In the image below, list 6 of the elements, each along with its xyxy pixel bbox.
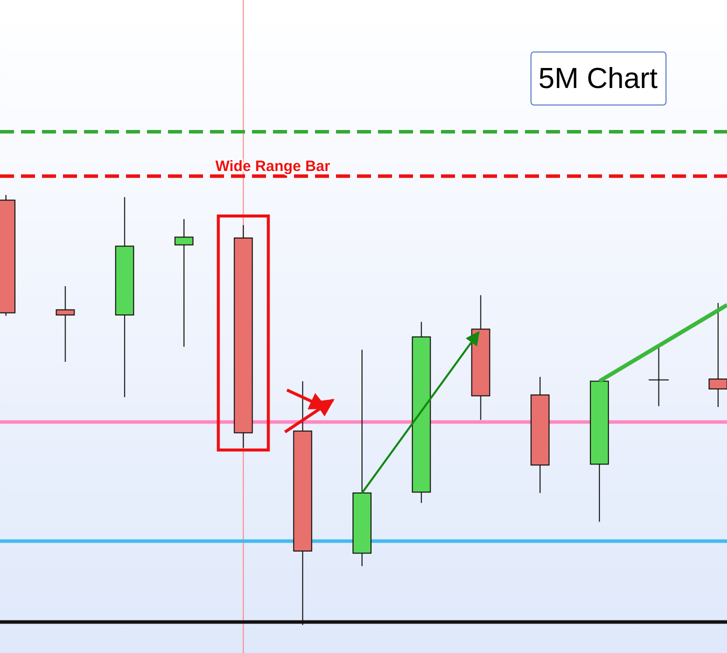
candlestick — [648, 346, 669, 407]
chart-title: 5M Chart — [538, 63, 658, 95]
ref-line-label: Wide Range Bar — [215, 158, 330, 176]
candlestick — [174, 218, 194, 348]
candlestick — [56, 286, 75, 362]
candlestick — [708, 302, 727, 408]
